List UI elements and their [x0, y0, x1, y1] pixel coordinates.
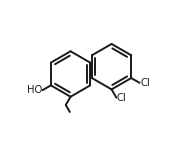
- Text: HO: HO: [27, 85, 42, 95]
- Text: Cl: Cl: [140, 78, 150, 88]
- Text: Cl: Cl: [117, 93, 127, 103]
